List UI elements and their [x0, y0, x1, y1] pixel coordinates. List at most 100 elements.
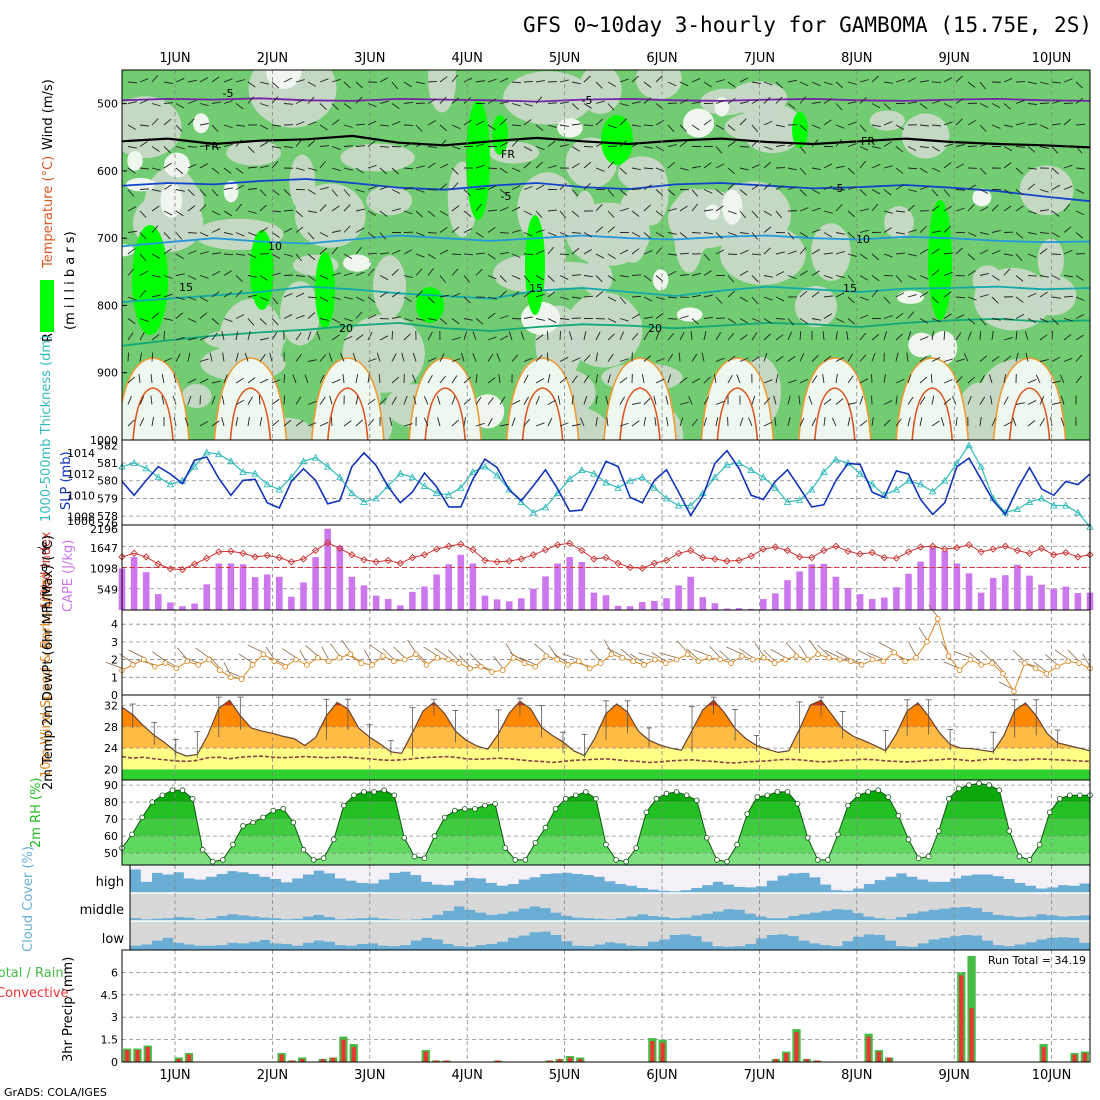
cloud-cell	[507, 921, 519, 938]
cloud-cell	[130, 893, 142, 919]
precip-conv-bar	[567, 1057, 573, 1062]
wind-barb	[535, 318, 545, 321]
cloud-cell	[356, 921, 368, 944]
wind-barb	[355, 296, 365, 302]
wind-barb	[139, 188, 150, 190]
cloud-cell	[626, 865, 638, 886]
wind-barb	[883, 296, 891, 304]
thickness-tick-label: 580	[97, 475, 118, 488]
wind-barb	[259, 141, 269, 147]
wind-barb	[679, 252, 690, 255]
wind-barb	[535, 354, 543, 362]
wind-barb	[461, 352, 465, 362]
rh-moist-column	[315, 252, 335, 328]
lifted-index-point	[541, 546, 550, 554]
wind-barb	[138, 374, 141, 384]
wind-barb	[1003, 103, 1012, 110]
cloud-cell	[712, 865, 724, 882]
cloud-cell	[831, 893, 843, 910]
cloud-cell	[982, 865, 994, 875]
cloud-cell	[539, 893, 552, 909]
wind10m-point	[847, 658, 854, 665]
wind-barb	[307, 121, 317, 126]
wind-barb	[943, 143, 953, 147]
date-label-bottom: 6JUN	[646, 1068, 677, 1083]
wind-barb	[1027, 400, 1037, 405]
wind-barb	[688, 395, 693, 405]
cloud-cell	[874, 921, 886, 935]
cloud-cell	[690, 893, 703, 916]
cloud-cell	[636, 921, 649, 947]
lifted-index-point	[432, 545, 441, 553]
wind-barb	[412, 352, 417, 362]
warm-contour	[122, 357, 190, 440]
date-label-top: 2JUN	[257, 51, 288, 66]
wind-barb	[739, 232, 749, 235]
wind-barb	[871, 417, 874, 427]
wind10m-barb	[458, 655, 471, 667]
wind-barb	[391, 291, 400, 298]
wind-barb	[667, 208, 677, 212]
wind-barb	[919, 355, 928, 362]
wind-barb	[412, 374, 417, 384]
wind-barb	[835, 165, 845, 169]
wind-barb	[283, 395, 286, 405]
wind10m-point	[314, 654, 321, 661]
wind-barb	[271, 146, 281, 149]
slp-label: SLP (mb)	[59, 451, 74, 510]
wind-barb	[775, 124, 785, 128]
wind-barb	[235, 167, 244, 174]
rh-very-dry-patch	[714, 97, 730, 117]
wind-barb	[499, 290, 507, 298]
rh-very-dry-patch	[164, 152, 190, 178]
lifted-index-point	[1037, 544, 1046, 553]
wind-barb	[907, 396, 914, 405]
wind-barb	[403, 318, 413, 322]
cape-bar	[808, 564, 815, 610]
cape-bar	[881, 597, 888, 610]
wind-barb	[295, 139, 303, 147]
wind-barb	[1015, 296, 1024, 303]
wind10m-point	[717, 656, 724, 663]
wind-barb	[919, 336, 929, 341]
wind-barb	[472, 331, 477, 341]
cape-bar	[191, 603, 198, 610]
rh-moist-column	[601, 115, 633, 165]
lifted-index-point	[190, 560, 199, 568]
cloud-cell	[432, 921, 444, 940]
wind-barb	[439, 210, 449, 216]
precip-tick-label: 0	[111, 1056, 118, 1069]
wind-barb	[401, 352, 405, 362]
wind-barb	[499, 77, 509, 83]
wind-barb	[1015, 122, 1025, 126]
wind-barb	[571, 247, 580, 255]
wind-barb	[571, 357, 581, 362]
wind-barb	[367, 164, 377, 169]
wind-barb	[847, 417, 851, 427]
wind-barb	[919, 396, 926, 405]
wind-barb	[787, 355, 796, 362]
cloud-cell	[895, 921, 908, 947]
lifted-index-point	[650, 559, 659, 567]
rh-very-dry-patch	[676, 307, 703, 322]
cape-bar	[130, 557, 138, 610]
wind-barb	[775, 144, 785, 147]
wind-barb	[211, 291, 220, 298]
wind-barb	[511, 124, 522, 127]
rh2m-point	[250, 819, 256, 826]
cloud-cell	[291, 893, 303, 919]
wind-barb	[247, 275, 257, 278]
wind-barb	[355, 419, 363, 427]
lifted-index-point	[469, 546, 477, 554]
wind-barb	[763, 120, 773, 126]
precip-conv-bar	[289, 1060, 294, 1062]
wind-barb	[643, 331, 649, 341]
wind-barb	[259, 227, 268, 233]
wind10m-point	[206, 656, 212, 663]
date-label-bottom: 10JUN	[1032, 1068, 1072, 1083]
rh-dry-patch	[1029, 275, 1077, 316]
wind-barb	[619, 140, 628, 147]
cloud-cell	[302, 893, 314, 917]
wind-barb	[475, 396, 482, 405]
cloud-cell	[173, 865, 185, 873]
